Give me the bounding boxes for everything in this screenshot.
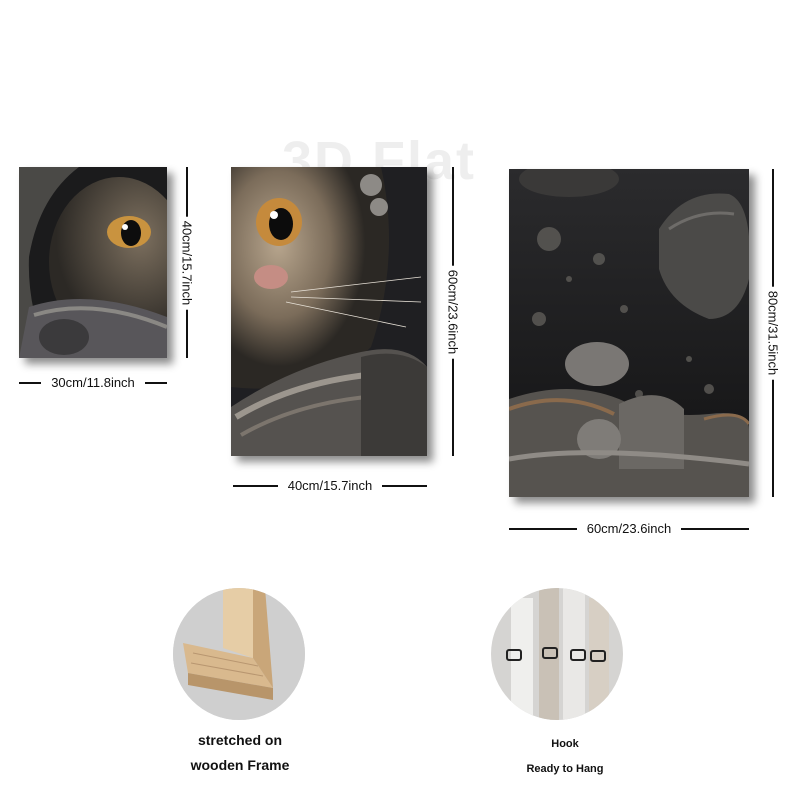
asteroids-spacesuit-image (509, 169, 749, 497)
width-label-medium: 40cm/15.7inch (287, 478, 373, 493)
hook-icon (491, 588, 623, 720)
height-dimension-large: 80cm/31.5inch (763, 169, 783, 497)
height-dimension-small: 40cm/15.7inch (177, 167, 197, 358)
dimension-line (509, 527, 577, 530)
width-dimension-small: 30cm/11.8inch (19, 375, 167, 390)
height-label-medium: 60cm/23.6inch (445, 265, 461, 358)
dimension-line (233, 484, 278, 487)
width-label-large: 60cm/23.6inch (586, 521, 672, 536)
dimension-line (681, 527, 749, 530)
width-label-small: 30cm/11.8inch (51, 375, 135, 390)
frame-caption-line1: stretched on (197, 732, 282, 748)
canvas-panel-large (509, 169, 749, 497)
dimension-line (19, 381, 42, 384)
width-dimension-medium: 40cm/15.7inch (233, 478, 427, 493)
cat-astronaut-face-image (231, 167, 427, 456)
width-dimension-large: 60cm/23.6inch (509, 521, 749, 536)
dimension-line (382, 484, 427, 487)
height-label-large: 80cm/31.5inch (765, 286, 781, 380)
canvas-panel-small (19, 167, 167, 358)
wooden-frame-icon (173, 588, 305, 720)
canvas-panel-medium (231, 167, 427, 456)
dimension-line (144, 381, 167, 384)
hook-caption-line2: Ready to Hang (526, 763, 604, 775)
height-label-small: 40cm/15.7inch (179, 216, 195, 309)
wooden-frame-photo (173, 588, 305, 720)
hook-photo (491, 588, 623, 720)
hook-caption-line1: Hook (551, 738, 579, 750)
height-dimension-medium: 60cm/23.6inch (443, 167, 463, 456)
cat-helmet-closeup-image (19, 167, 167, 358)
frame-caption-line2: wooden Frame (190, 757, 290, 773)
